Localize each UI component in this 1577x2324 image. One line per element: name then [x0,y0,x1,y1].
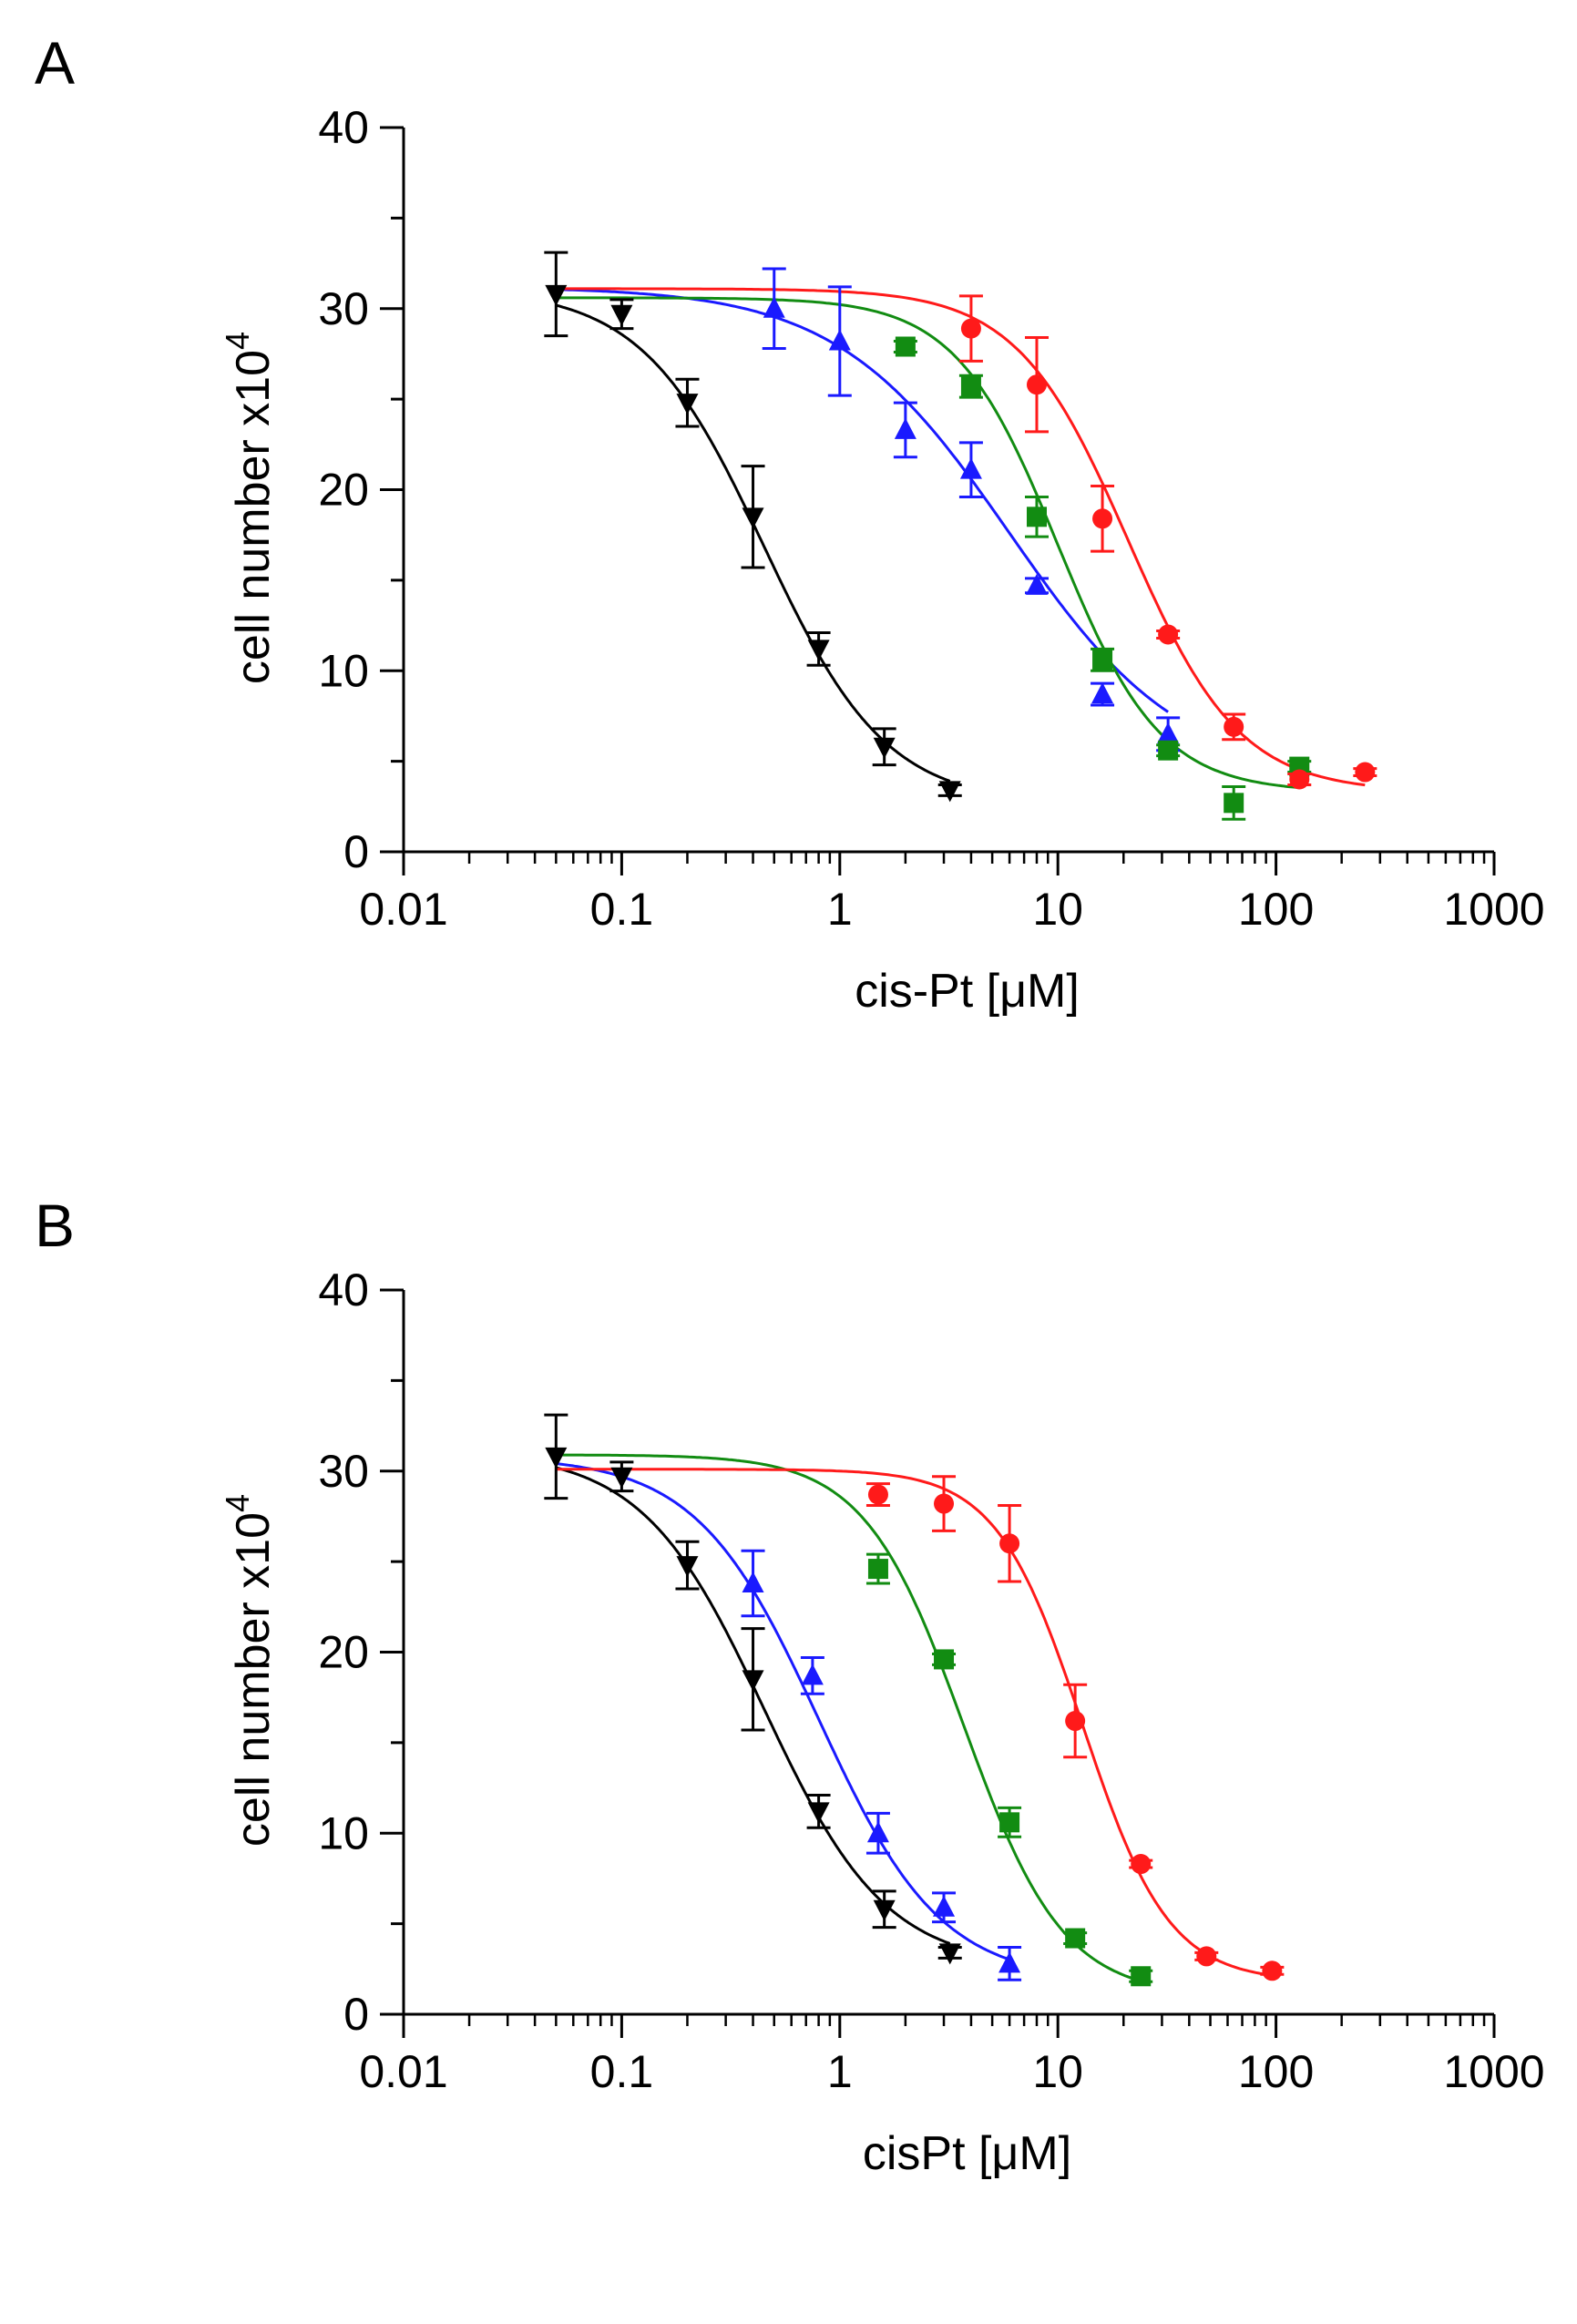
data-point-blue [1157,722,1180,743]
chart-b-svg: 0 10 20 30 40 0.01 0.1 1 10 100 1000 cisPt [μM] cell… [219,1264,1545,2180]
data-point-blue [998,1951,1021,1973]
data-point-green [1224,793,1244,814]
data-point-black [676,394,699,415]
y-tick-label: 40 [318,1264,369,1316]
data-point-red [999,1533,1020,1554]
data-point-black [545,284,568,306]
x-axis-label: cisPt [μM] [863,2127,1071,2180]
data-point-green [960,376,981,397]
y-axis-label-exponent: 4 [219,332,256,350]
data-point-blue [828,329,851,351]
data-point-red [1131,1854,1152,1875]
data-point-blue [933,1895,956,1917]
chart-panel-b: B 0 10 20 30 40 0.01 0.1 1 10 100 1000 cisPt [μM] ce… [0,1162,1577,2324]
y-tick-label: 40 [318,102,369,153]
data-point-red [1224,716,1244,737]
y-tick-label: 0 [343,826,369,877]
y-tick-label: 0 [343,1989,369,2040]
chart-panel-a: A 0 10 20 30 40 0.01 0.1 1 10 100 1000 cis-Pt [μM] c… [35,29,1545,1018]
fit-curve-red [556,1468,1273,1977]
fit-curve-green [556,296,1300,790]
data-point-red [1065,1711,1086,1732]
data-point-red [934,1493,955,1514]
x-tick-label: 0.1 [590,884,654,935]
data-point-black [742,507,764,529]
y-tick-label: 10 [318,1807,369,1858]
x-tick-label: 10 [1032,2046,1083,2097]
chart-a-svg: 0 10 20 30 40 0.01 0.1 1 10 100 1000 cis-Pt [μM] cel… [219,102,1545,1018]
x-tick-label: 1000 [1443,2046,1544,2097]
data-point-green [1131,1966,1152,1987]
data-point-black [742,1670,764,1692]
x-tick-label: 1 [827,884,853,935]
fit-curve-blue [556,1462,1010,1961]
fit-curve-blue [556,288,1169,713]
x-tick-label: 0.01 [359,2046,447,2097]
y-axis-label-exponent: 4 [219,1494,256,1512]
data-point-black [938,1943,961,1965]
data-point-red [1092,508,1113,529]
data-point-red [867,1484,888,1505]
data-point-black [545,1447,568,1469]
y-axis-label-main: cell number x10 [227,1512,280,1847]
data-point-black [676,1556,699,1578]
data-point-green [895,336,916,357]
panel-label-a: A [35,29,76,97]
panel-label-b: B [35,1192,76,1259]
x-tick-label: 0.01 [359,884,447,935]
data-point-black [873,737,896,759]
y-tick-label: 30 [318,283,369,334]
data-point-blue [742,1571,764,1592]
data-point-black [610,1467,633,1489]
y-tick-label: 20 [318,1627,369,1678]
data-point-green [999,1812,1020,1833]
data-point-red [1026,374,1047,395]
data-point-green [1065,1928,1086,1949]
y-axis-label: cell number x104 [219,332,280,684]
data-point-red [1262,1961,1283,1981]
data-point-blue [1025,573,1048,595]
x-tick-label: 10 [1032,884,1083,935]
y-tick-label: 30 [318,1446,369,1497]
x-tick-label: 100 [1238,2046,1314,2097]
x-tick-label: 1 [827,2046,853,2097]
data-point-green [1158,740,1179,761]
x-tick-label: 100 [1238,884,1314,935]
y-tick-label: 20 [318,465,369,516]
data-point-black [807,1802,830,1824]
x-tick-label: 0.1 [590,2046,654,2097]
x-axis-label: cis-Pt [μM] [855,965,1080,1018]
y-tick-label: 10 [318,645,369,696]
data-point-red [1196,1946,1217,1967]
data-point-blue [959,457,982,479]
y-axis-label-main: cell number x10 [227,350,280,684]
data-point-red [1355,762,1376,783]
data-point-green [1092,650,1113,671]
data-point-red [960,318,981,339]
x-tick-label: 1000 [1443,884,1544,935]
data-point-black [938,781,961,803]
data-point-green [867,1559,888,1580]
data-point-blue [763,296,785,318]
data-point-blue [801,1664,824,1685]
data-point-red [1158,624,1179,645]
data-point-red [1289,769,1310,790]
data-point-blue [1091,682,1114,704]
fit-curve-green [556,1453,1142,1983]
data-point-black [807,640,830,661]
y-axis-label: cell number x104 [219,1494,280,1847]
data-point-blue [894,417,917,439]
data-point-black [873,1899,896,1921]
data-point-black [610,304,633,326]
data-point-green [934,1649,955,1670]
data-point-blue [866,1821,889,1843]
data-point-green [1026,507,1047,527]
